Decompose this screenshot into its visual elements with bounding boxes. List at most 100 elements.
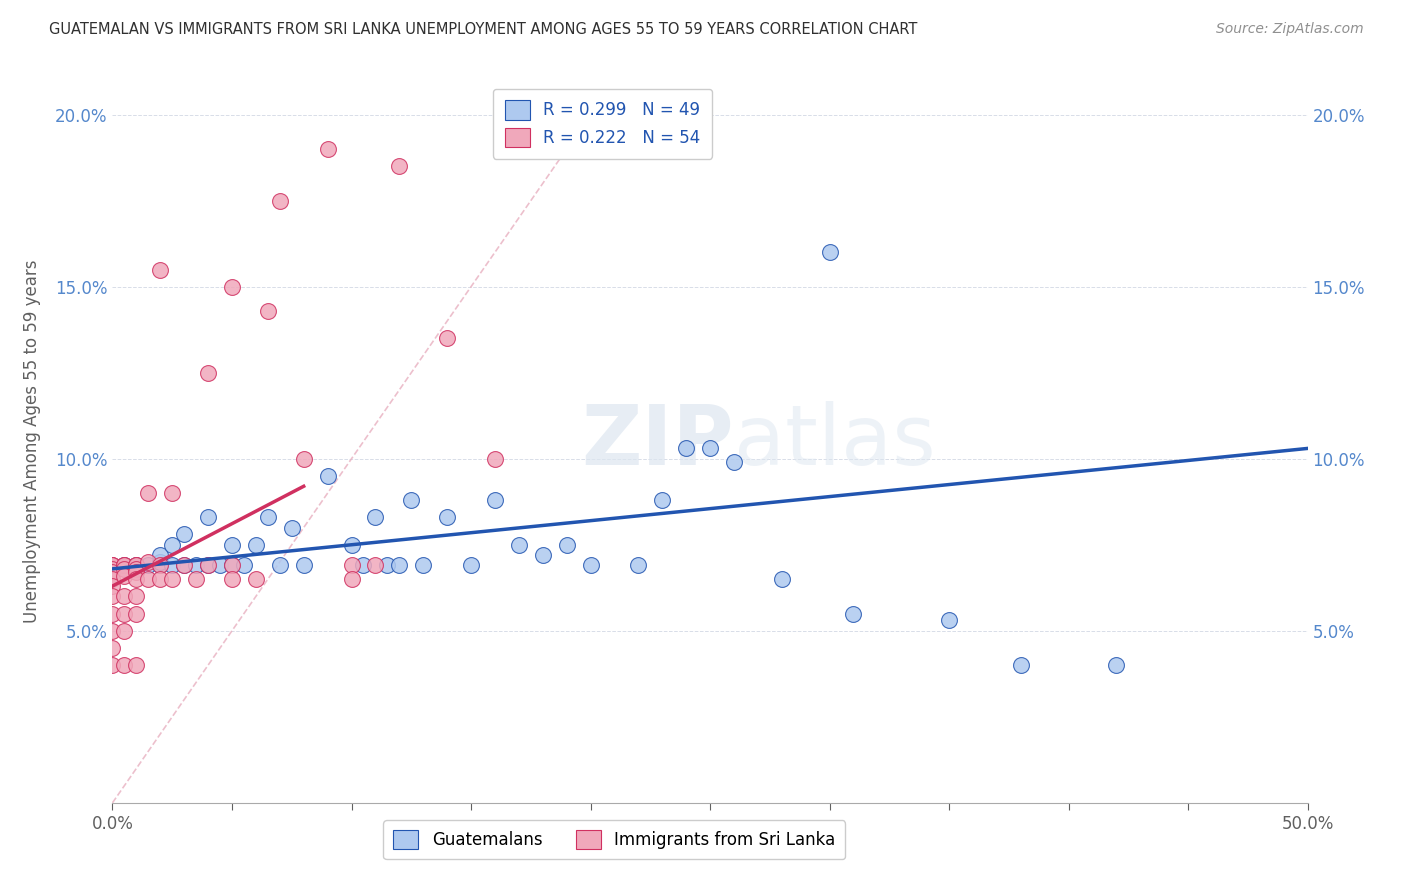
Point [281,520,304,534]
Point [531,548,554,562]
Point [101,590,124,604]
Point [842,607,865,621]
Text: GUATEMALAN VS IMMIGRANTS FROM SRI LANKA UNEMPLOYMENT AMONG AGES 55 TO 59 YEARS C: GUATEMALAN VS IMMIGRANTS FROM SRI LANKA … [49,22,918,37]
Point [125,558,148,573]
Point [364,558,387,573]
Point [221,538,243,552]
Point [197,558,219,573]
Point [173,558,195,573]
Point [101,579,124,593]
Point [197,366,219,380]
Point [292,558,315,573]
Point [412,558,434,573]
Point [221,558,243,573]
Point [114,624,135,638]
Point [651,493,673,508]
Point [114,658,135,673]
Point [436,331,458,345]
Point [114,558,135,573]
Point [388,159,411,173]
Point [162,558,183,573]
Point [125,590,148,604]
Point [699,442,721,456]
Point [197,510,219,524]
Point [460,558,482,573]
Legend: Guatemalans, Immigrants from Sri Lanka: Guatemalans, Immigrants from Sri Lanka [384,821,845,860]
Point [114,568,135,582]
Point [125,562,148,576]
Point [770,572,793,586]
Text: ZIP: ZIP [582,401,734,482]
Point [125,562,148,576]
Point [149,558,172,573]
Point [197,558,219,573]
Point [173,558,195,573]
Point [221,558,243,573]
Point [245,572,267,586]
Point [245,538,267,552]
Point [340,558,363,573]
Point [221,279,243,293]
Text: Source: ZipAtlas.com: Source: ZipAtlas.com [1216,22,1364,37]
Point [579,558,602,573]
Point [352,558,374,573]
Point [675,442,697,456]
Point [138,558,160,573]
Point [388,558,411,573]
Point [125,658,148,673]
Point [340,538,363,552]
Point [316,142,339,156]
Point [101,640,124,655]
Point [269,194,291,208]
Point [149,262,172,277]
Point [114,607,135,621]
Point [818,245,841,260]
Point [162,538,183,552]
Point [149,548,172,562]
Point [101,572,124,586]
Point [138,572,160,586]
Point [257,303,280,318]
Point [269,558,291,573]
Point [162,486,183,500]
Point [114,590,135,604]
Point [723,455,745,469]
Point [484,493,506,508]
Point [101,658,124,673]
Text: atlas: atlas [734,401,935,482]
Point [101,558,124,573]
Point [114,562,135,576]
Point [138,555,160,569]
Point [101,607,124,621]
Point [149,558,172,573]
Point [508,538,530,552]
Y-axis label: Unemployment Among Ages 55 to 59 years: Unemployment Among Ages 55 to 59 years [24,260,41,624]
Point [149,555,172,569]
Point [484,451,506,466]
Point [114,558,135,573]
Point [364,510,387,524]
Point [377,558,399,573]
Point [221,572,243,586]
Point [149,572,172,586]
Point [125,607,148,621]
Point [125,566,148,580]
Point [101,562,124,576]
Point [125,572,148,586]
Point [1105,658,1128,673]
Point [257,510,280,524]
Point [401,493,423,508]
Point [233,558,256,573]
Point [101,558,124,573]
Point [209,558,232,573]
Point [627,558,650,573]
Point [186,558,208,573]
Point [186,572,208,586]
Point [125,558,148,573]
Point [138,486,160,500]
Point [114,558,135,573]
Point [162,572,183,586]
Point [340,572,363,586]
Point [938,614,960,628]
Point [101,566,124,580]
